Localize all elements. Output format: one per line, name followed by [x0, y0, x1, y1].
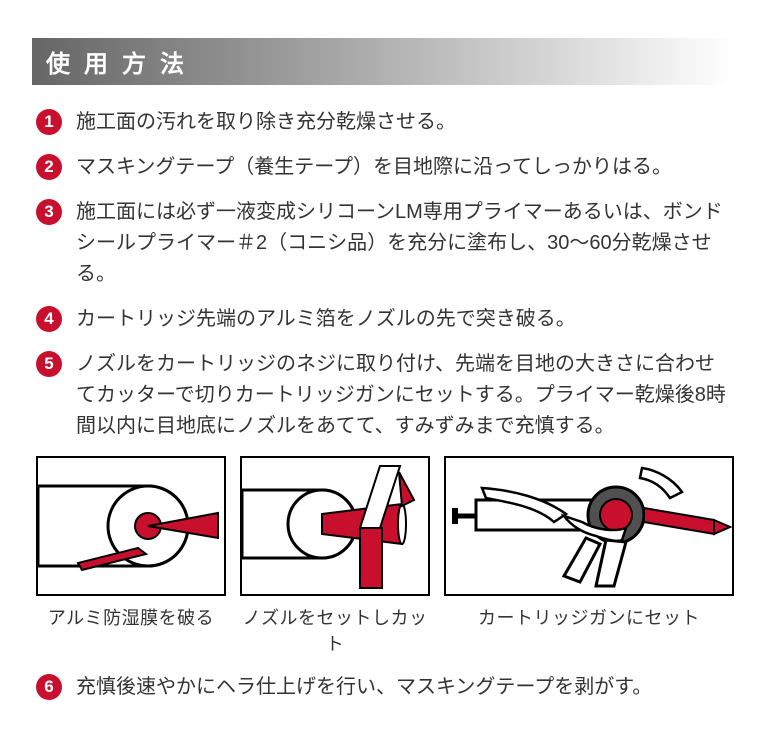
step-text: マスキングテープ（養生テープ）を目地際に沿ってしっかりはる。 — [76, 156, 672, 178]
step-number-badge: 6 — [36, 674, 62, 700]
step-item: 4 カートリッジ先端のアルミ箔をノズルの先で突き破る。 — [36, 304, 734, 335]
instruction-list: 1 施工面の汚れを取り除き充分乾燥させる。 2 マスキングテープ（養生テープ）を… — [36, 107, 734, 442]
step-item: 6 充慎後速やかにヘラ仕上げを行い、マスキングテープを剥がす。 — [36, 672, 734, 703]
step-text: 施工面には必ず一液変成シリコーンLM専用プライマーあるいは、ボンドシールプライマ… — [76, 201, 723, 285]
step-item: 5 ノズルをカートリッジのネジに取り付け、先端を目地の大きさに合わせてカッターで… — [36, 349, 734, 442]
figure-3: カートリッジガンにセット — [444, 456, 734, 630]
step-number-badge: 4 — [36, 306, 62, 332]
section-header: 使用方法 — [32, 38, 734, 85]
step-text: 充慎後速やかにヘラ仕上げを行い、マスキングテープを剥がす。 — [76, 676, 652, 698]
figure-1: アルミ防湿膜を破る — [36, 456, 226, 630]
figure-1-image — [36, 456, 226, 596]
step-number-badge: 1 — [36, 109, 62, 135]
step-text: 施工面の汚れを取り除き充分乾燥させる。 — [76, 111, 456, 133]
step-item: 2 マスキングテープ（養生テープ）を目地際に沿ってしっかりはる。 — [36, 152, 734, 183]
step-number-badge: 2 — [36, 154, 62, 180]
step-number-badge: 5 — [36, 351, 62, 377]
cut-nozzle-icon — [242, 458, 428, 594]
pierce-foil-icon — [38, 458, 224, 594]
figure-1-caption: アルミ防湿膜を破る — [36, 604, 226, 630]
figure-3-caption: カートリッジガンにセット — [444, 604, 734, 630]
step-item: 1 施工面の汚れを取り除き充分乾燥させる。 — [36, 107, 734, 138]
caulking-gun-icon — [446, 458, 732, 594]
figure-2-caption: ノズルをセットしカット — [240, 604, 430, 656]
figure-3-image — [444, 456, 734, 596]
instruction-list-continued: 6 充慎後速やかにヘラ仕上げを行い、マスキングテープを剥がす。 — [36, 672, 734, 703]
step-text: カートリッジ先端のアルミ箔をノズルの先で突き破る。 — [76, 308, 576, 330]
figure-2-image — [240, 456, 430, 596]
illustration-row: アルミ防湿膜を破る ノズルをセットしカット — [36, 456, 734, 656]
step-number-badge: 3 — [36, 199, 62, 225]
figure-2: ノズルをセットしカット — [240, 456, 430, 656]
section-title: 使用方法 — [46, 51, 198, 78]
step-text: ノズルをカートリッジのネジに取り付け、先端を目地の大きさに合わせてカッターで切り… — [76, 353, 726, 437]
step-item: 3 施工面には必ず一液変成シリコーンLM専用プライマーあるいは、ボンドシールプラ… — [36, 197, 734, 290]
